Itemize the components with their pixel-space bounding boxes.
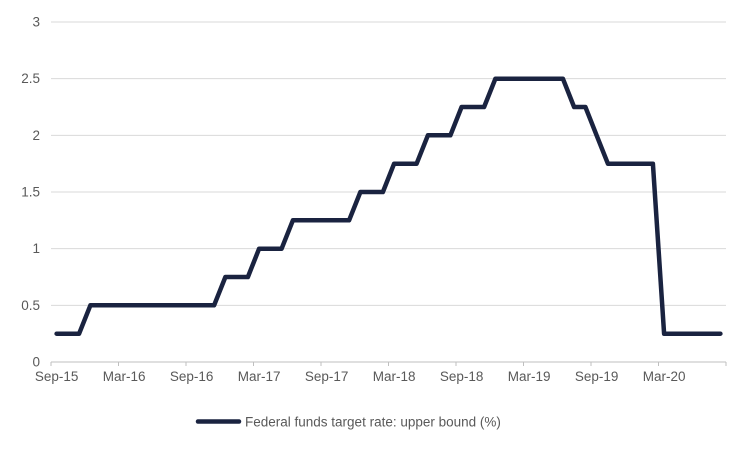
x-tick-label: Sep-15 bbox=[35, 369, 79, 384]
x-tick-label: Mar-20 bbox=[643, 369, 686, 384]
y-tick-label: 2.5 bbox=[21, 71, 40, 86]
legend-label: Federal funds target rate: upper bound (… bbox=[245, 415, 501, 430]
y-tick-label: 1 bbox=[32, 241, 40, 256]
y-axis-labels: 3 2.5 2 1.5 1 0.5 0 bbox=[21, 15, 40, 370]
x-tick-label: Sep-17 bbox=[305, 369, 349, 384]
x-tick-label: Mar-16 bbox=[103, 369, 146, 384]
rate-line-series bbox=[54, 76, 723, 336]
x-axis-labels: Sep-15 Mar-16 Sep-16 Mar-17 Sep-17 Mar-18 Sep-… bbox=[35, 369, 686, 384]
x-tick-label: Mar-17 bbox=[238, 369, 281, 384]
x-tick-label: Sep-19 bbox=[575, 369, 619, 384]
y-tick-label: 0 bbox=[32, 355, 40, 370]
rate-line bbox=[54, 76, 723, 336]
y-tick-label: 3 bbox=[32, 15, 40, 30]
x-axis bbox=[50, 361, 727, 366]
y-tick-label: 0.5 bbox=[21, 298, 40, 313]
y-tick-label: 1.5 bbox=[21, 185, 40, 200]
x-tick-label: Sep-16 bbox=[170, 369, 214, 384]
x-tick-label: Mar-18 bbox=[373, 369, 416, 384]
y-tick-label: 2 bbox=[32, 128, 40, 143]
legend: Federal funds target rate: upper bound (… bbox=[195, 415, 501, 430]
x-tick-label: Sep-18 bbox=[440, 369, 484, 384]
x-tick-label: Mar-19 bbox=[508, 369, 551, 384]
